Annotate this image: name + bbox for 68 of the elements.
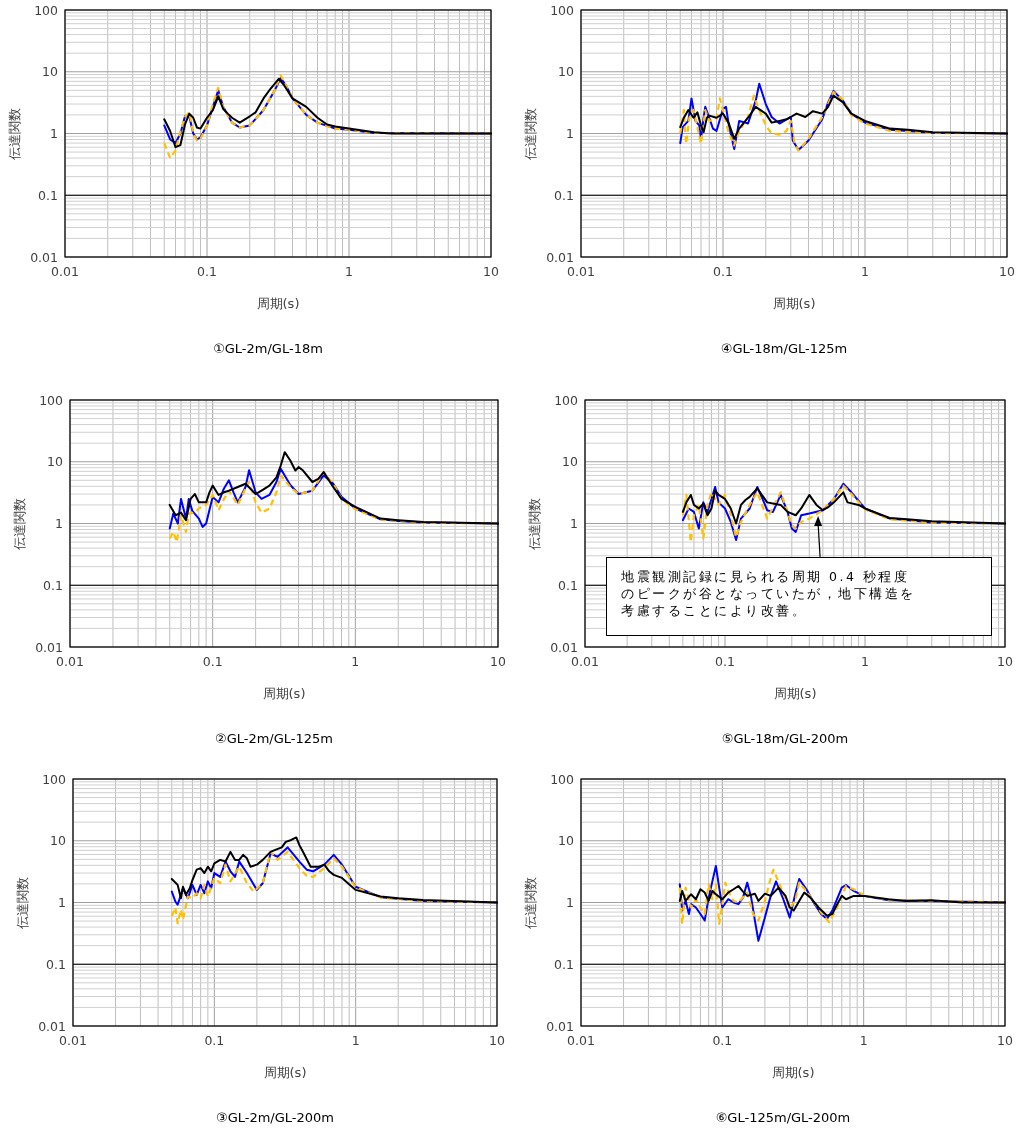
y-tick-label: 1	[566, 126, 574, 141]
x-tick-label: 10	[490, 654, 506, 669]
y-tick-label: 0.1	[554, 956, 574, 972]
x-tick-label: 10	[997, 1033, 1013, 1048]
x-tick-label: 0.1	[712, 1033, 733, 1048]
x-tick-label: 1	[345, 264, 353, 279]
x-tick-label: 0.1	[204, 1033, 225, 1048]
y-axis-title: 伝達関数	[12, 497, 27, 550]
y-tick-label: 10	[558, 64, 575, 80]
y-axis-title: 伝達関数	[523, 107, 538, 160]
y-tick-label: 100	[42, 771, 67, 787]
y-tick-label: 10	[558, 833, 575, 849]
text: ⑥GL-125m/GL-200m	[715, 1110, 851, 1125]
text: ④GL-18m/GL-125m	[720, 341, 848, 356]
y-tick-label: 0.01	[546, 1018, 574, 1034]
y-axis-title: 伝達関数	[7, 107, 22, 160]
y-tick-label: 10	[562, 454, 579, 470]
x-axis-title: 周期(s)	[771, 1065, 815, 1080]
y-tick-label: 0.1	[558, 577, 578, 593]
x-axis-title: 周期(s)	[773, 686, 817, 701]
x-tick-label: 10	[999, 264, 1015, 279]
y-tick-label: 1	[566, 895, 574, 910]
y-axis-title: 伝達関数	[523, 876, 538, 929]
y-tick-label: 0.1	[554, 187, 574, 203]
y-axis-title: 伝達関数	[15, 876, 30, 929]
x-tick-label: 0.1	[715, 654, 735, 669]
y-axis-title: 伝達関数	[527, 497, 542, 550]
x-axis-title: 周期(s)	[262, 686, 306, 701]
y-tick-label: 1	[570, 516, 578, 531]
x-axis-title: 周期(s)	[256, 296, 300, 311]
x-axis-title: 周期(s)	[263, 1065, 307, 1080]
y-tick-label: 1	[58, 895, 66, 910]
x-tick-label: 1	[351, 654, 360, 669]
y-tick-label: 0.01	[38, 1018, 66, 1034]
annotation: 地震観測記録に見られる周期 0.4 秒程度のピークが谷となっていたが，地下構造を考慮することにより改善。	[606, 556, 993, 636]
y-tick-label: 10	[42, 64, 59, 80]
y-tick-label: 0.01	[30, 249, 58, 265]
y-tick-label: 0.1	[38, 187, 58, 203]
y-tick-label: 100	[39, 392, 64, 408]
y-tick-label: 0.01	[35, 639, 63, 655]
y-tick-label: 100	[34, 2, 59, 18]
x-tick-label: 0.1	[202, 654, 223, 669]
y-tick-label: 0.01	[546, 249, 574, 265]
y-tick-label: 0.1	[46, 956, 66, 972]
x-tick-label: 10	[997, 654, 1013, 669]
y-tick-label: 100	[550, 771, 575, 787]
x-tick-label: 0.1	[713, 264, 733, 279]
y-tick-label: 100	[554, 392, 579, 408]
y-tick-label: 1	[55, 516, 63, 531]
x-tick-label: 1	[351, 1033, 360, 1048]
x-tick-label: 1	[861, 654, 869, 669]
x-tick-label: 0.1	[197, 264, 217, 279]
x-tick-label: 10	[483, 264, 499, 279]
text: ③GL-2m/GL-200m	[215, 1110, 335, 1125]
x-axis-title: 周期(s)	[772, 296, 816, 311]
y-tick-label: 0.1	[43, 577, 63, 593]
callout: 地震観測記録に見られる周期 0.4 秒程度のピークが谷となっていたが，地下構造を考慮することにより改善。	[606, 516, 993, 636]
y-tick-label: 1	[50, 126, 58, 141]
x-tick-label: 10	[489, 1033, 505, 1048]
text: ②GL-2m/GL-125m	[214, 731, 334, 746]
x-tick-label: 1	[859, 1033, 868, 1048]
y-tick-label: 10	[47, 454, 64, 470]
x-tick-label: 1	[861, 264, 869, 279]
text: ⑤GL-18m/GL-200m	[721, 731, 849, 746]
y-tick-label: 10	[50, 833, 67, 849]
y-tick-label: 0.01	[550, 639, 578, 655]
text: ①GL-2m/GL-18m	[213, 341, 323, 356]
y-tick-label: 100	[550, 2, 575, 18]
